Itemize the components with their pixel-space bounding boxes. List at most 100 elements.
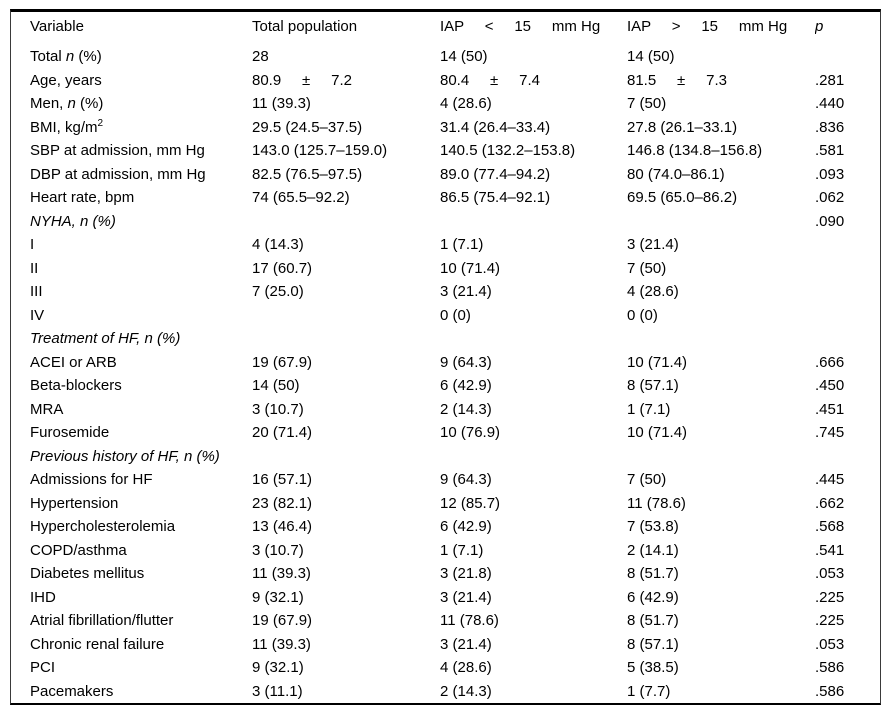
cell-p-value: .581 (815, 142, 845, 160)
row-label: Hypertension (30, 494, 119, 512)
cell-iap-above-15: 1 (7.7) (627, 682, 671, 700)
column-header-iap-above-15: IAP > 15 mm Hg (627, 12, 815, 45)
cell-total-population (252, 304, 440, 328)
row-label: Atrial fibrillation/flutter (30, 612, 174, 630)
cell-total-population: 19 (67.9) (252, 353, 313, 371)
cell-iap-above-15: 4 (28.6) (627, 283, 679, 301)
cell-iap-above-15: 2 (14.1) (627, 541, 679, 559)
cell-p-value: .745 (815, 424, 845, 442)
table-header: Variable Total population IAP < 15 mm Hg… (11, 12, 880, 45)
table-row: Total n (%) 28 14 (50) 14 (50) (11, 43, 880, 69)
header-row: Variable Total population IAP < 15 mm Hg… (11, 12, 880, 45)
cell-p-value: .666 (815, 353, 845, 371)
table-row: Hypertension 23 (82.1) 12 (85.7) 11 (78.6).… (11, 492, 880, 516)
table-row: COPD/asthma 3 (10.7) 1 (7.1) 2 (14.1) .541 (11, 539, 880, 563)
row-label: III (30, 283, 43, 301)
cell-iap-above-15: 7 (50) (627, 471, 667, 489)
cell-total-population: 7 (25.0) (252, 283, 304, 301)
cell-iap-below-15: 12 (85.7) (440, 494, 501, 512)
column-header-variable: Variable (11, 12, 252, 45)
cell-total-population: 9 (32.1) (252, 659, 304, 677)
cell-total-population: 74 (65.5–92.2) (252, 189, 350, 207)
cell-p-value (815, 233, 880, 257)
row-label: MRA (30, 400, 64, 418)
cell-p-value: .450 (815, 377, 845, 395)
cell-iap-below-15 (440, 445, 627, 469)
cell-iap-above-15: 14 (50) (627, 48, 675, 66)
table-frame: Variable Total population IAP < 15 mm Hg… (10, 9, 881, 705)
cell-p-value: .568 (815, 518, 845, 536)
cell-total-population: 17 (60.7) (252, 259, 313, 277)
patient-characteristics-table: Variable Total population IAP < 15 mm Hg… (11, 12, 880, 703)
cell-total-population: 11 (39.3) (252, 635, 311, 653)
table-row: PCI 9 (32.1) 4 (28.6) 5 (38.5) .586 (11, 656, 880, 680)
cell-total-population: 82.5 (76.5–97.5) (252, 165, 363, 183)
cell-p-value: .445 (815, 471, 845, 489)
cell-iap-above-15: 8 (57.1) (627, 635, 679, 653)
cell-p-value: .053 (815, 635, 845, 653)
cell-iap-above-15: 8 (57.1) (627, 377, 679, 395)
cell-iap-below-15: 9 (64.3) (440, 471, 492, 489)
table-row: Furosemide 20 (71.4) 10 (76.9) 10 (71.4) .74… (11, 421, 880, 445)
row-label: Diabetes mellitus (30, 565, 145, 583)
cell-total-population: 16 (57.1) (252, 471, 313, 489)
cell-iap-above-15: 5 (38.5) (627, 659, 679, 677)
cell-total-population (252, 327, 440, 351)
cell-iap-below-15 (440, 210, 627, 234)
table-row: Men, n (%) 11 (39.3) 4 (28.6) 7 (50) .440 (11, 92, 880, 116)
column-header-iap-below-15: IAP < 15 mm Hg (440, 12, 627, 45)
cell-iap-above-15: 7 (53.8) (627, 518, 679, 536)
cell-iap-below-15: 86.5 (75.4–92.1) (440, 189, 551, 207)
row-label: Furosemide (30, 424, 110, 442)
table-row: NYHA, n (%) .090 (11, 210, 880, 234)
row-label: COPD/asthma (30, 541, 127, 559)
cell-total-population: 143.0 (125.7–159.0) (252, 142, 388, 160)
cell-p-value: .440 (815, 95, 845, 113)
cell-total-population: 28 (252, 48, 269, 66)
cell-p-value (815, 327, 880, 351)
table-row: Heart rate, bpm 74 (65.5–92.2) 86.5 (75.4–… (11, 186, 880, 210)
cell-iap-below-15: 14 (50) (440, 48, 488, 66)
cell-iap-below-15: 31.4 (26.4–33.4) (440, 118, 551, 136)
table-row: Hypercholesterolemia 13 (46.4) 6 (42.9) 7 (… (11, 515, 880, 539)
table-row: Diabetes mellitus 11 (39.3) 3 (21.8) 8 (51.… (11, 562, 880, 586)
row-label: IV (30, 306, 45, 324)
table-row: DBP at admission, mm Hg 82.5 (76.5–97.5) 8… (11, 163, 880, 187)
row-label: BMI, kg/m2 (30, 117, 104, 136)
cell-p-value: .586 (815, 659, 845, 677)
cell-iap-below-15: 6 (42.9) (440, 377, 492, 395)
cell-iap-below-15: 3 (21.4) (440, 635, 492, 653)
row-label: Beta-blockers (30, 377, 122, 395)
cell-iap-above-15: 81.5 ± 7.3 (627, 71, 727, 89)
cell-iap-above-15: 69.5 (65.0–86.2) (627, 189, 738, 207)
cell-iap-above-15 (627, 327, 815, 351)
cell-iap-above-15: 7 (50) (627, 259, 667, 277)
cell-iap-below-15: 80.4 ± 7.4 (440, 71, 540, 89)
cell-iap-below-15: 10 (71.4) (440, 259, 501, 277)
cell-iap-below-15: 4 (28.6) (440, 95, 492, 113)
cell-total-population (252, 210, 440, 234)
cell-iap-above-15: 8 (51.7) (627, 565, 679, 583)
cell-iap-above-15: 10 (71.4) (627, 353, 688, 371)
cell-p-value: .090 (815, 212, 845, 230)
table-row: IHD 9 (32.1) 3 (21.4) 6 (42.9) .225 (11, 586, 880, 610)
cell-iap-below-15: 0 (0) (440, 306, 471, 324)
cell-total-population: 11 (39.3) (252, 565, 311, 583)
table-row: Age, years 80.9 ± 7.2 80.4 ± 7.4 81.5 ± 7.3… (11, 69, 880, 93)
table-body: Total n (%) 28 14 (50) 14 (50) Age, years 80.… (11, 43, 880, 703)
cell-iap-above-15 (627, 445, 815, 469)
cell-total-population: 11 (39.3) (252, 95, 311, 113)
cell-total-population: 19 (67.9) (252, 612, 313, 630)
cell-iap-below-15: 3 (21.4) (440, 588, 492, 606)
cell-iap-below-15: 2 (14.3) (440, 682, 492, 700)
table-row: IV 0 (0) 0 (0) (11, 304, 880, 328)
cell-total-population: 3 (10.7) (252, 541, 304, 559)
row-label: Heart rate, bpm (30, 189, 135, 207)
cell-iap-above-15: 0 (0) (627, 306, 658, 324)
table-row: II 17 (60.7) 10 (71.4) 7 (50) (11, 257, 880, 281)
table-row: Chronic renal failure 11 (39.3) 3 (21.4) 8 … (11, 633, 880, 657)
cell-iap-below-15: 6 (42.9) (440, 518, 492, 536)
cell-iap-above-15: 3 (21.4) (627, 236, 679, 254)
cell-iap-above-15: 27.8 (26.1–33.1) (627, 118, 738, 136)
